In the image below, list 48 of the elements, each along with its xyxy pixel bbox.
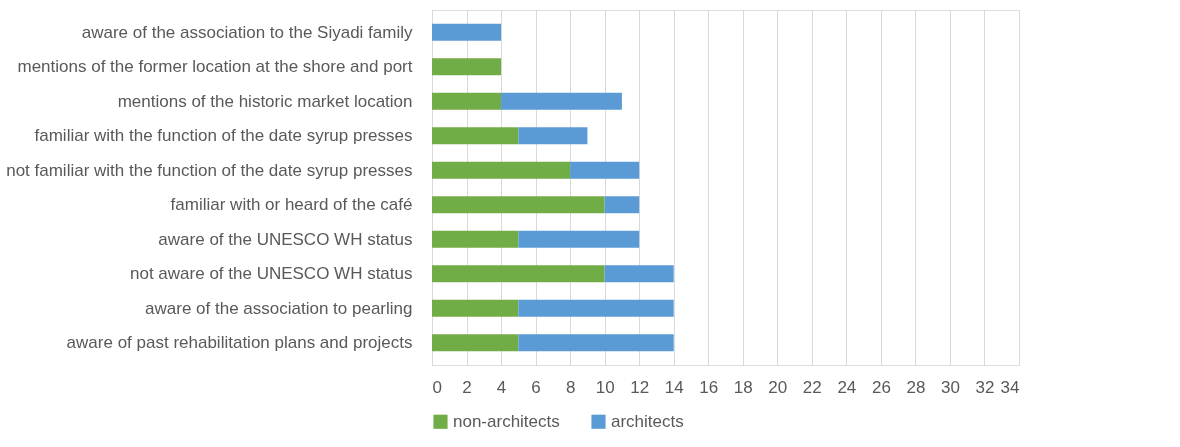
bar (432, 161, 571, 179)
bar (518, 299, 674, 317)
y-tick-label: mentions of the former location at the shore and port (17, 57, 413, 77)
x-tick-label: 22 (802, 377, 822, 397)
x-tick-label: 4 (496, 377, 507, 397)
x-tick-label: 30 (940, 377, 960, 397)
bar (518, 230, 640, 248)
bar (518, 334, 674, 352)
bar (604, 196, 640, 214)
x-tick-label: 6 (531, 377, 541, 397)
x-tick-label: 26 (871, 377, 891, 397)
y-tick-label: familiar with or heard of the café (170, 195, 413, 215)
x-tick-label: 0 (432, 377, 442, 397)
x-tick-label: 18 (733, 377, 753, 397)
bar (570, 161, 640, 179)
x-tick-label: 8 (565, 377, 576, 397)
bar (432, 127, 519, 145)
x-tick-label: 12 (630, 377, 650, 397)
x-tick-label: 16 (699, 377, 719, 397)
bar (432, 299, 519, 317)
bar (432, 265, 605, 283)
x-tick-label: 14 (664, 377, 684, 397)
bar (432, 196, 605, 214)
y-tick-label: aware of the association to the Siyadi family (81, 22, 413, 42)
x-tick-label: 28 (906, 377, 926, 397)
x-tick-label: 10 (595, 377, 615, 397)
bar (432, 230, 519, 248)
legend-label: architects (611, 411, 684, 431)
bar (432, 58, 502, 76)
x-tick-label: 34 (1000, 377, 1020, 397)
y-tick-label: aware of the association to pearling (145, 298, 413, 318)
y-tick-label: not aware of the UNESCO WH status (130, 264, 413, 284)
x-tick-label: 20 (768, 377, 788, 397)
y-tick-label: not familiar with the function of the date syrup presses (6, 160, 413, 180)
bar (432, 23, 502, 41)
bar (518, 127, 588, 145)
y-tick-label: aware of past rehabilitation plans and projects (66, 333, 413, 353)
y-tick-label: familiar with the function of the date syrup presses (34, 126, 413, 146)
y-tick-label: mentions of the historic market location (117, 91, 413, 111)
x-tick-label: 32 (975, 377, 995, 397)
bar (604, 265, 674, 283)
bar (501, 92, 622, 110)
x-tick-label: 24 (837, 377, 857, 397)
x-tick-label: 2 (462, 377, 472, 397)
legend-label: non-architects (453, 411, 560, 431)
bar (432, 334, 519, 352)
y-tick-label: aware of the UNESCO WH status (158, 229, 413, 249)
bar (432, 92, 502, 110)
